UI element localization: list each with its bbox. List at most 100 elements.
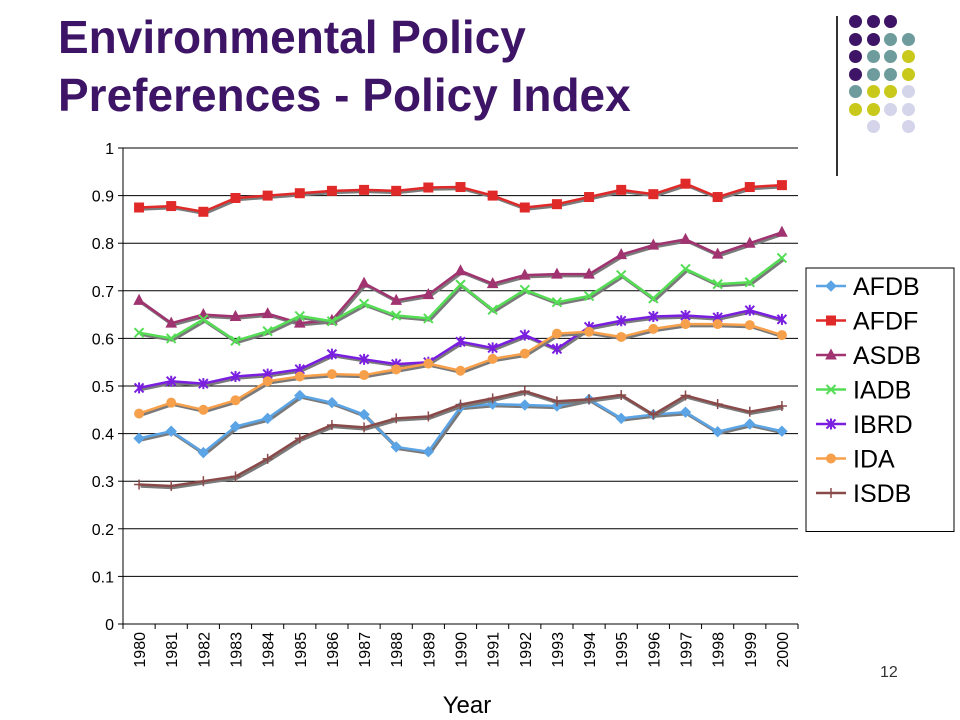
series-iadb [133,252,788,346]
decorative-dot [901,102,915,116]
data-point-ibrd [744,304,755,316]
data-point-isdb [359,422,370,433]
data-point-ibrd [648,311,659,323]
x-tick-label: 1984 [261,632,278,668]
data-point-iadb [198,314,209,325]
data-point-ida [326,369,337,380]
data-point-ibrd [455,336,466,348]
data-point-ida [262,376,273,387]
x-tick-label: 1996 [646,632,663,668]
data-point-isdb [519,386,530,397]
x-tick-label: 1997 [679,632,696,668]
x-axis-label: Year [443,692,492,719]
data-point-afdb [711,425,724,438]
data-point-ida [487,353,498,364]
data-point-ibrd [487,342,498,354]
data-point-ida [776,330,787,341]
x-tick-label: 1998 [711,632,728,668]
data-point-afdb [679,406,692,418]
data-point-afdb [776,425,788,437]
y-tick-label: 0.3 [92,474,114,491]
decorative-dot [884,102,897,116]
data-point-asdb [743,236,756,248]
data-point-afdb [422,445,435,458]
data-point-ida [230,395,241,406]
data-point-asdb [679,232,692,244]
data-point-iadb [166,333,177,344]
legend-label-iadb: IADB [853,377,911,405]
data-point-afdb [133,432,145,445]
data-point-iadb [583,290,595,302]
decorative-dot [884,50,897,63]
data-point-iadb [744,277,755,288]
decorative-dot [884,67,897,81]
data-point-afdf [391,185,402,196]
data-point-ida [680,319,691,330]
data-point-afdb [165,425,177,437]
chart-series [133,178,788,491]
y-tick-label: 0.6 [92,331,114,348]
data-point-asdb [486,277,499,289]
decorative-dot [866,120,880,133]
data-point-iadb [230,335,241,346]
data-point-isdb [134,479,145,490]
decorative-dot [849,67,862,81]
x-tick-label: 1992 [518,632,535,668]
y-tick-label: 0 [105,617,114,634]
data-point-isdb [391,413,402,424]
legend-label-ibrd: IBRD [853,411,913,439]
data-point-afdf [294,188,305,199]
legend-box [805,267,955,532]
data-point-isdb [776,400,787,411]
data-point-asdb [454,264,467,276]
data-point-afdb [261,412,274,425]
data-point-afdb [358,408,370,421]
data-point-afdf [616,184,627,195]
data-point-afdb [519,399,531,411]
x-tick-label: 1991 [486,632,503,668]
data-point-ibrd [133,382,145,394]
data-point-afdf [551,199,562,210]
y-tick-label: 0.8 [92,236,114,253]
data-point-ibrd [326,348,338,360]
data-point-afdf [359,184,370,195]
data-point-ida [391,364,402,375]
decorative-dot [884,32,897,46]
data-point-asdb [133,293,145,305]
decorative-dot [901,67,915,81]
series-afdf [134,178,787,217]
data-point-afdb [229,420,242,433]
data-point-isdb [423,411,434,422]
data-point-ida [198,404,209,415]
y-tick-label: 0.2 [92,522,114,539]
x-tick-label: 1993 [550,632,567,668]
chart-gridlines [123,147,798,625]
data-point-ida [294,371,305,382]
data-point-afdf [230,192,241,203]
data-point-ibrd [551,343,563,355]
data-point-ida [423,358,434,369]
data-point-asdb [422,288,435,300]
data-point-ida [648,323,659,334]
slide-title-line-2: Preferences - Policy Index [58,69,631,121]
decorative-dot [849,50,862,63]
data-point-asdb [583,267,595,279]
legend-marker-ibrd [825,418,837,430]
legend-marker-isdb [826,488,836,498]
x-tick-label: 1981 [164,632,181,668]
data-point-asdb [229,309,242,322]
legend-label-isdb: ISDB [853,480,911,508]
data-point-iadb [776,252,788,264]
y-tick-label: 1 [105,141,114,158]
x-tick-label: 1982 [196,632,213,668]
data-point-isdb [455,399,466,410]
data-point-afdf [262,190,273,201]
decorative-dot [866,50,880,63]
data-point-afdf [648,189,659,200]
y-tick-label: 0.4 [92,427,114,444]
data-point-isdb [487,393,498,404]
decorative-dot [866,102,880,116]
legend-marker-afdb [825,280,837,292]
data-point-iadb [133,327,145,338]
